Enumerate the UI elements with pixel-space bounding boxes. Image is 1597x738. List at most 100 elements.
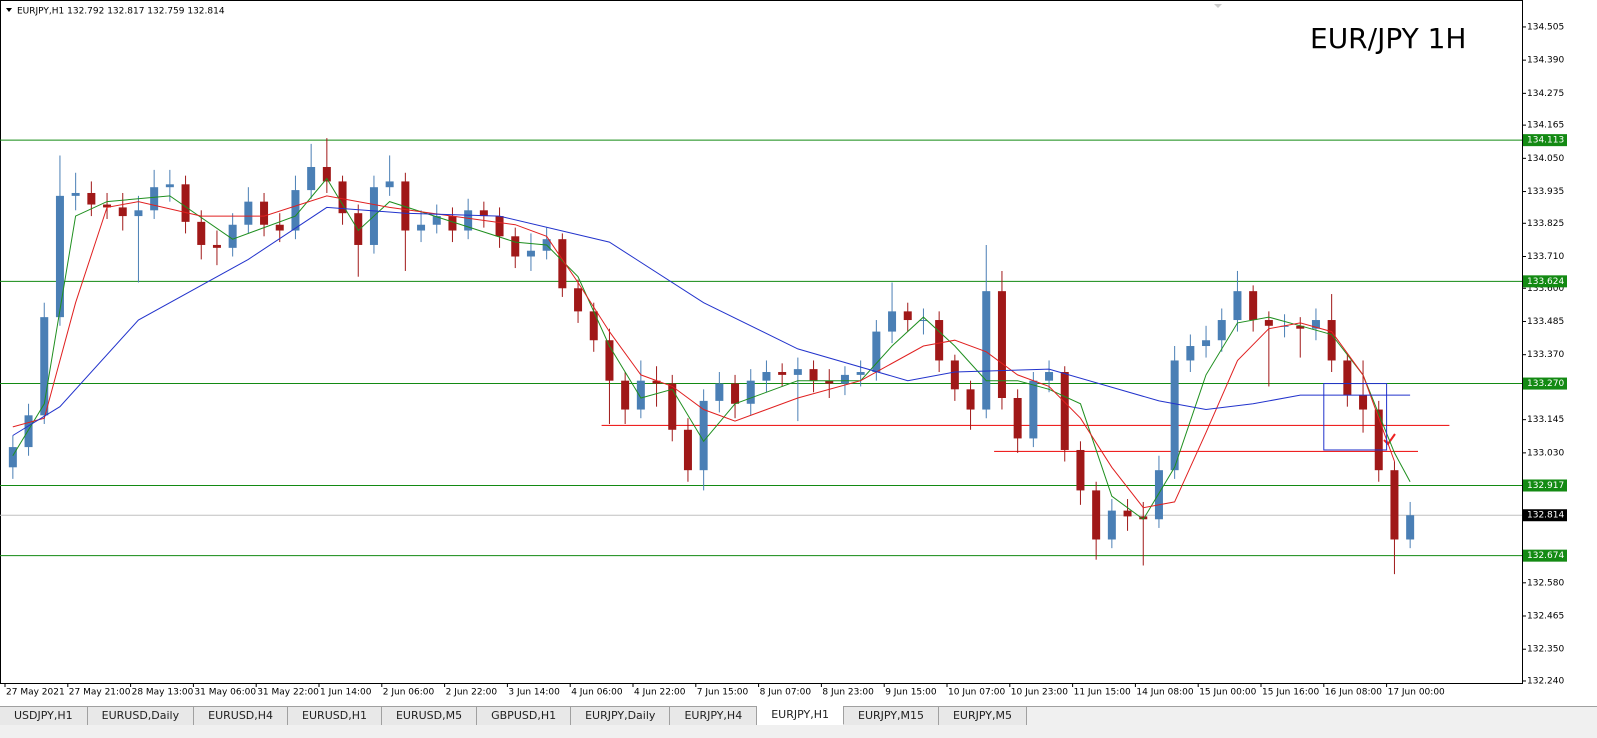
candle-body [746,380,755,404]
candle-body [40,317,49,416]
y-tick-label: 133.145 [1527,415,1564,425]
x-tick-label: 8 Jun 07:00 [760,688,812,698]
candle-body [55,195,64,318]
candle-body [150,187,159,211]
plot-frame [0,0,1523,684]
y-tick-label: 133.370 [1527,350,1564,360]
x-tick-label: 4 Jun 06:00 [571,688,623,698]
candle-body [291,190,300,231]
candle-body [1311,320,1320,329]
candle-body [118,207,127,217]
x-tick-label: 28 May 13:00 [132,688,194,698]
chart-tab[interactable]: EURUSD,Daily [87,707,195,725]
x-tick-label: 27 May 2021 [6,688,65,698]
candle-body [1233,291,1242,321]
candle-body [903,311,912,321]
candle-body [1374,409,1383,471]
candle-body [1154,470,1163,520]
candle-body [1076,449,1085,491]
moving-average [12,206,1411,436]
candle-body [24,415,33,448]
y-tick-label: 134.050 [1527,154,1564,164]
y-tick-label: 133.600 [1527,284,1564,294]
y-tick-label: 133.935 [1527,187,1564,197]
chart-tab[interactable]: USDJPY,H1 [0,707,88,725]
candle-body [1296,325,1305,329]
candle-body [872,331,881,373]
candle-body [165,184,174,188]
candle-body [134,210,143,217]
level-label: 134.113 [1527,136,1564,146]
candle-body [888,311,897,332]
chart-tab[interactable]: GBPUSD,H1 [477,707,572,725]
x-tick-label: 3 Jun 14:00 [508,688,560,698]
x-tick-label: 2 Jun 06:00 [383,688,435,698]
moving-average [12,195,1395,509]
candle-body [228,224,237,248]
candle-body [212,244,221,248]
x-tick-label: 1 Jun 14:00 [320,688,372,698]
x-tick-label: 31 May 06:00 [194,688,256,698]
chart-tab[interactable]: EURJPY,M15 [844,707,939,725]
candle-body [950,360,959,390]
candle-body [1045,372,1054,381]
candle-body [574,288,583,312]
candle-body [1343,360,1352,396]
candle-body [856,372,865,375]
x-tick-label: 10 Jun 07:00 [948,688,1005,698]
level-label: 132.917 [1527,481,1564,491]
candle-body [385,181,394,188]
menu-arrow[interactable] [6,8,12,12]
x-tick-label: 15 Jun 00:00 [1199,688,1256,698]
candle-body [840,374,849,384]
zone-box [1323,383,1388,451]
y-tick-label: 132.465 [1527,612,1564,622]
scroll-marker [1214,4,1222,8]
candle-body [1107,510,1116,540]
candle-body [8,447,17,468]
y-tick-label: 132.580 [1527,578,1564,588]
y-tick-label: 133.485 [1527,317,1564,327]
moving-average [12,177,1411,521]
candle-body [1013,397,1022,439]
candle-body [87,192,96,205]
candle-body [636,380,645,410]
y-tick-label: 133.710 [1527,252,1564,262]
candle-body [1123,510,1132,517]
y-tick-label: 132.350 [1527,645,1564,655]
candle-body [668,383,677,430]
candle-body [1359,395,1368,410]
x-tick-label: 7 Jun 15:00 [697,688,749,698]
level-label-bg [1523,377,1567,390]
chart-tab[interactable]: EURJPY,H1 [757,706,844,725]
level-label: 133.270 [1527,379,1564,389]
candle-body [778,372,787,375]
candle-body [495,216,504,237]
level-label-bg [1523,275,1567,288]
candle-body [511,236,520,257]
candle-body [683,429,692,471]
level-label: 133.624 [1527,277,1564,287]
chart-tab[interactable]: EURJPY,Daily [571,707,671,725]
chart-tab[interactable]: EURJPY,M5 [938,707,1027,725]
chart-tab[interactable]: EURJPY,H4 [670,707,758,725]
chart-tab[interactable]: EURUSD,M5 [381,707,478,725]
chart: EURJPY,H1 132.792 132.817 132.759 132.81… [0,0,1567,698]
candle-body [181,184,190,222]
candle-body [526,250,535,257]
x-tick-label: 27 May 21:00 [69,688,131,698]
candle-body [322,166,331,182]
chart-tab[interactable]: EURUSD,H4 [194,707,289,725]
candle-body [1092,490,1101,540]
candle-body [1327,320,1336,361]
x-tick-label: 31 May 22:00 [257,688,319,698]
candle-body [605,340,614,381]
candle-body [919,320,928,322]
y-tick-label: 134.275 [1527,89,1564,99]
candle-body [103,204,112,208]
chart-header: EURJPY,H1 132.792 132.817 132.759 132.81… [17,7,225,17]
candle-body [354,213,363,245]
chart-tab[interactable]: EURUSD,H1 [288,707,382,725]
x-tick-label: 17 Jun 00:00 [1388,688,1445,698]
